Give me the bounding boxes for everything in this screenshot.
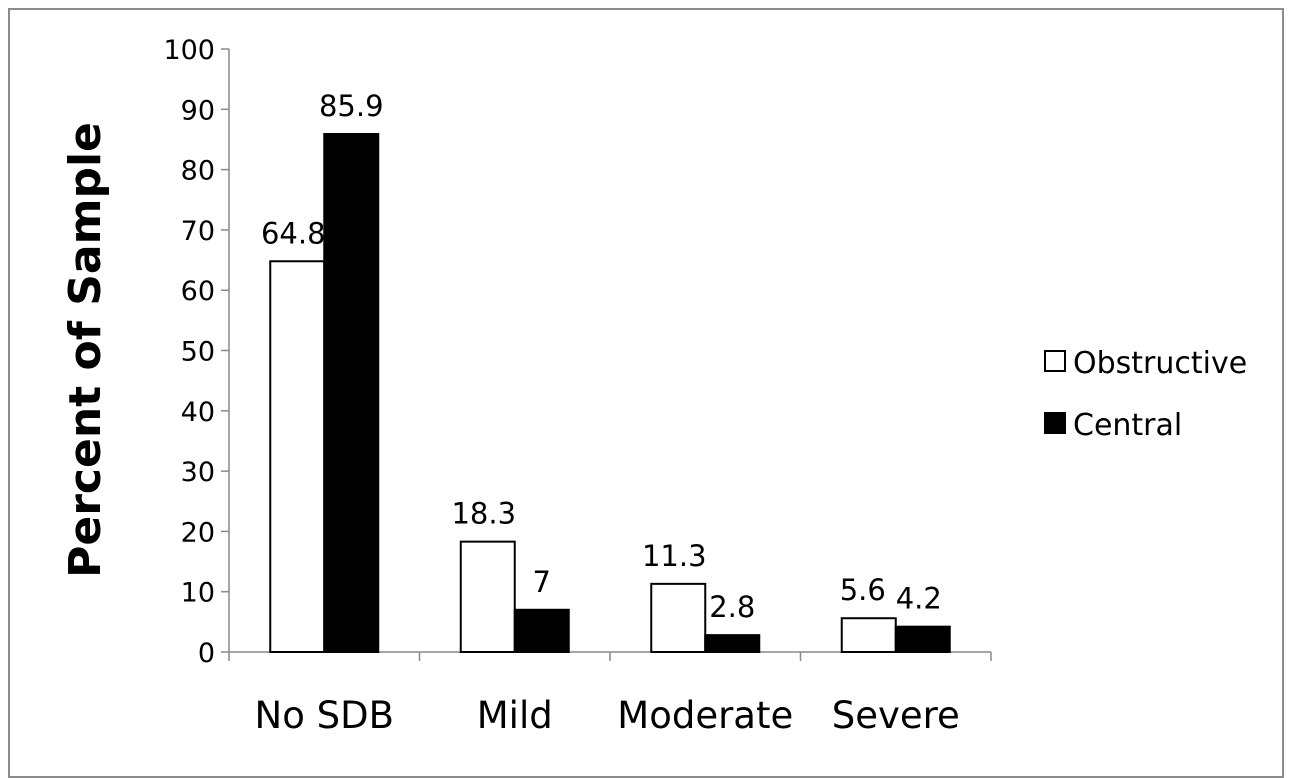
y-tick-label: 40 <box>181 397 215 428</box>
legend: Obstructive Central <box>1044 346 1247 443</box>
data-labels: 64.8 85.9 18.3 7 11.32.8 5.6 4.2 <box>261 89 942 624</box>
bar-obstructive-severe <box>840 617 897 653</box>
data-label: 18.3 <box>451 497 516 531</box>
legend-label-central: Central <box>1073 408 1182 443</box>
legend-swatch-obstructive <box>1044 350 1066 372</box>
legend-swatch-central <box>1044 412 1066 434</box>
data-label: 85.9 <box>319 89 384 123</box>
chart-frame <box>8 8 1284 778</box>
y-tick-label: 10 <box>181 578 215 609</box>
y-tick-label: 60 <box>181 276 215 307</box>
axes: 0 10 20 30 40 50 60 70 80 90 100 No SDB Mild Moderate… <box>163 35 992 737</box>
bar-central-moderate <box>704 634 761 654</box>
x-tick-label: Mild <box>477 694 553 737</box>
data-label: 4.2 <box>896 582 942 616</box>
data-label: 7 <box>533 565 551 599</box>
y-tick-label: 90 <box>181 95 215 126</box>
legend-label-obstructive: Obstructive <box>1073 346 1247 381</box>
x-tick-label: Severe <box>832 694 960 737</box>
y-tick-label: 70 <box>181 216 215 247</box>
y-tick-label: 30 <box>181 457 215 488</box>
x-tick-label: No SDB <box>255 694 394 737</box>
bars <box>269 133 951 654</box>
y-axis-label: Percent of Sample <box>60 122 111 578</box>
y-tick-label: 50 <box>181 337 215 368</box>
data-label: 11.3 <box>642 539 707 573</box>
bar-obstructive-mild <box>459 540 516 653</box>
y-tick-label: 0 <box>198 638 215 669</box>
data-label: 5.6 <box>840 573 886 607</box>
y-tick-label: 20 <box>181 517 215 548</box>
y-tick-label: 80 <box>181 156 215 187</box>
bar-obstructive-moderate <box>650 582 707 654</box>
bar-central-mild <box>513 608 570 653</box>
data-label: 64.8 <box>261 216 326 250</box>
y-tick-label: 100 <box>163 35 215 66</box>
bar-central-severe <box>894 625 951 654</box>
bar-central-no-sdb <box>323 133 380 653</box>
x-tick-label: Moderate <box>617 694 793 737</box>
bar-obstructive-no-sdb <box>269 260 326 653</box>
data-label: 2.8 <box>709 590 755 624</box>
